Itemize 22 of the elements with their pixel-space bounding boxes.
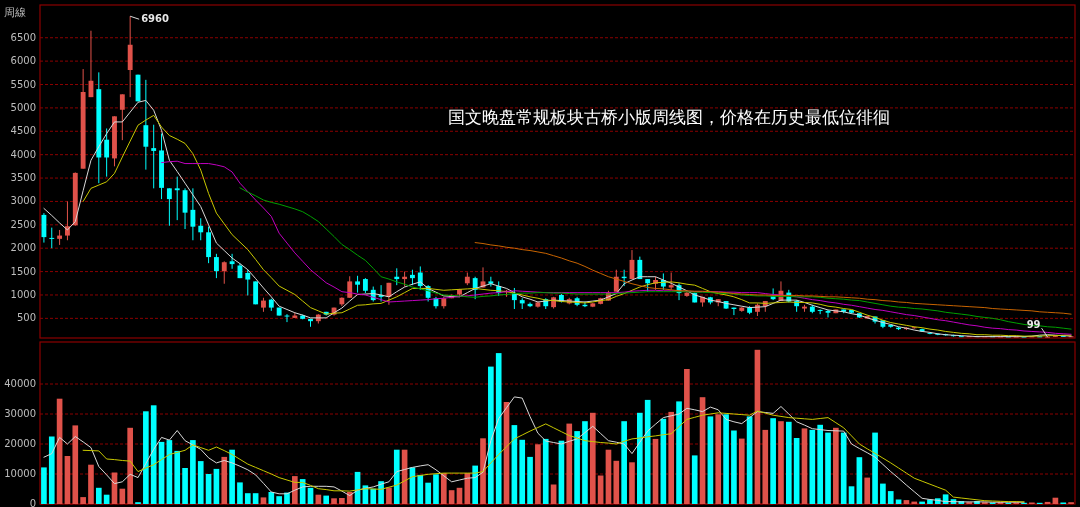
y-tick-label: 10000 (4, 468, 36, 479)
y-tick-label: 2000 (10, 242, 36, 254)
annotation: 6960 (141, 13, 170, 25)
y-tick-label: 0 (29, 498, 36, 507)
y-tick-label: 1000 (10, 288, 36, 300)
y-tick-label: 3000 (10, 195, 36, 207)
y-tick-label: 30000 (4, 408, 36, 419)
y-tick-label: 6000 (10, 55, 36, 67)
y-tick-label: 5000 (10, 101, 36, 113)
y-tick-label: 500 (16, 312, 36, 324)
y-tick-label: 20000 (4, 438, 36, 449)
y-tick-label: 5500 (10, 78, 36, 90)
y-tick-label: 40000 (4, 378, 36, 389)
y-tick-label: 4000 (10, 148, 36, 160)
y-tick-label: 4500 (10, 125, 36, 137)
y-tick-label: 3500 (10, 172, 36, 184)
text: 国文晚盘常规板块古桥小版周线图，价格在历史最低位徘徊 (448, 107, 890, 127)
y-tick-label: 2500 (10, 218, 36, 230)
annotation: 99 (1026, 319, 1041, 331)
y-tick-label: 6500 (10, 31, 36, 43)
y-axis-title: 周線 (4, 6, 26, 19)
y-tick-label: 1500 (10, 265, 36, 277)
